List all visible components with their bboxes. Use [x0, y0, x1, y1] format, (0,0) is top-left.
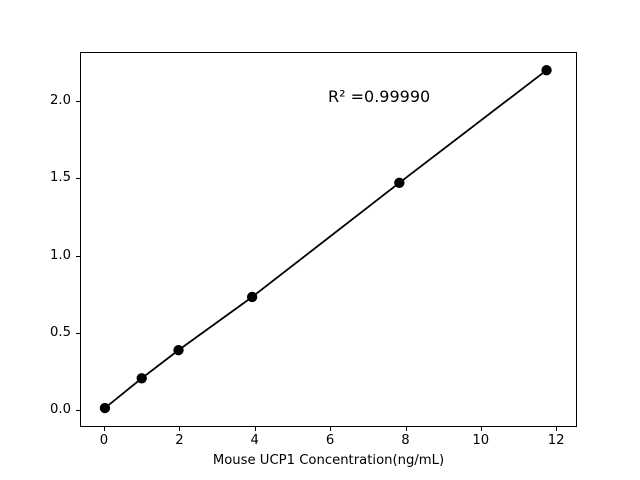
- x-tick-mark: [179, 427, 181, 431]
- x-tick-mark: [405, 427, 407, 431]
- x-tick-mark: [556, 427, 558, 431]
- x-tick-label: 6: [325, 433, 335, 448]
- x-axis-title: Mouse UCP1 Concentration(ng/mL): [212, 453, 445, 468]
- data-point: [136, 373, 147, 384]
- y-tick-label: 1.0: [50, 247, 71, 263]
- plot-area: [80, 52, 577, 427]
- x-tick-label: 12: [547, 433, 565, 448]
- y-tick-label: 1.5: [50, 170, 71, 186]
- data-point: [394, 177, 405, 188]
- r-squared-annotation: R² =0.99990: [328, 87, 431, 106]
- y-tick-label: 0.0: [50, 402, 71, 418]
- y-tick-mark: [76, 101, 80, 103]
- x-tick-mark: [480, 427, 482, 431]
- x-tick-mark: [330, 427, 332, 431]
- series-line: [104, 69, 548, 409]
- data-point: [246, 291, 258, 303]
- y-tick-mark: [76, 255, 80, 257]
- y-tick-label: 2.0: [50, 93, 71, 108]
- data-point: [173, 344, 184, 356]
- x-tick-mark: [254, 427, 256, 431]
- data-series-svg: [99, 65, 552, 414]
- x-tick-label: 2: [175, 433, 184, 448]
- data-point: [541, 65, 552, 76]
- x-tick-label: 10: [472, 433, 490, 448]
- series-markers: [99, 65, 552, 414]
- x-tick-label: 4: [250, 433, 259, 448]
- y-tick-mark: [76, 410, 80, 412]
- x-tick-mark: [104, 427, 106, 431]
- y-tick-mark: [76, 332, 80, 334]
- y-tick-mark: [76, 178, 80, 180]
- x-tick-label: 0: [99, 433, 109, 448]
- data-point: [99, 402, 111, 414]
- x-tick-label: 8: [401, 433, 410, 448]
- y-tick-label: 0.5: [50, 324, 71, 340]
